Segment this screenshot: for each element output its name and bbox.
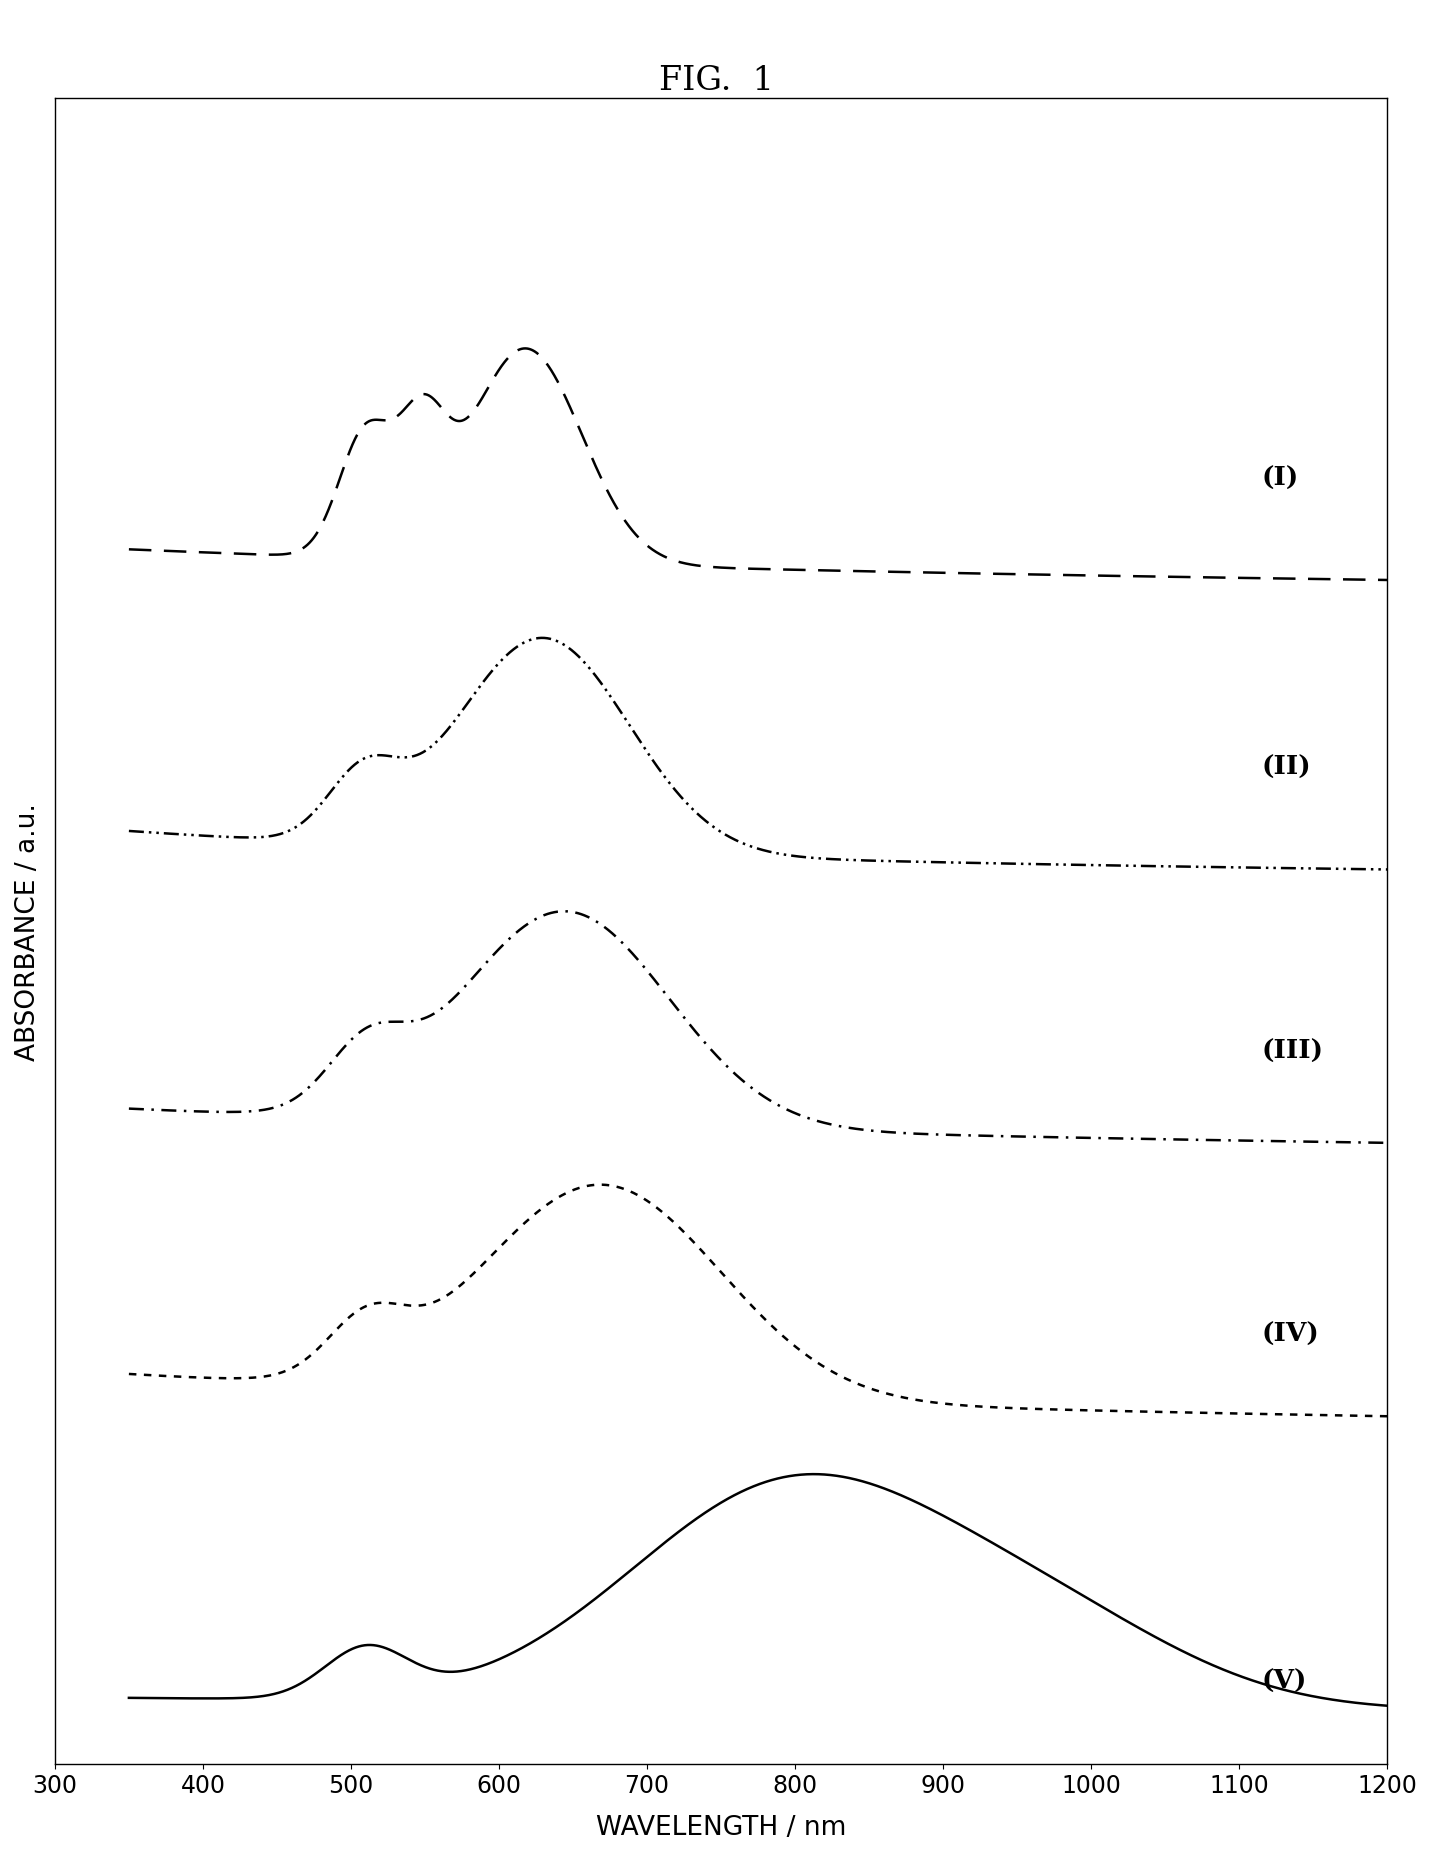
Text: (I): (I) <box>1262 466 1299 492</box>
Text: (V): (V) <box>1262 1668 1306 1694</box>
Text: (II): (II) <box>1262 755 1310 779</box>
Text: FIG.  1: FIG. 1 <box>659 65 773 96</box>
Y-axis label: ABSORBANCE / a.u.: ABSORBANCE / a.u. <box>14 801 42 1059</box>
Text: (III): (III) <box>1262 1039 1323 1063</box>
Text: (IV): (IV) <box>1262 1321 1319 1345</box>
X-axis label: WAVELENGTH / nm: WAVELENGTH / nm <box>596 1814 846 1840</box>
